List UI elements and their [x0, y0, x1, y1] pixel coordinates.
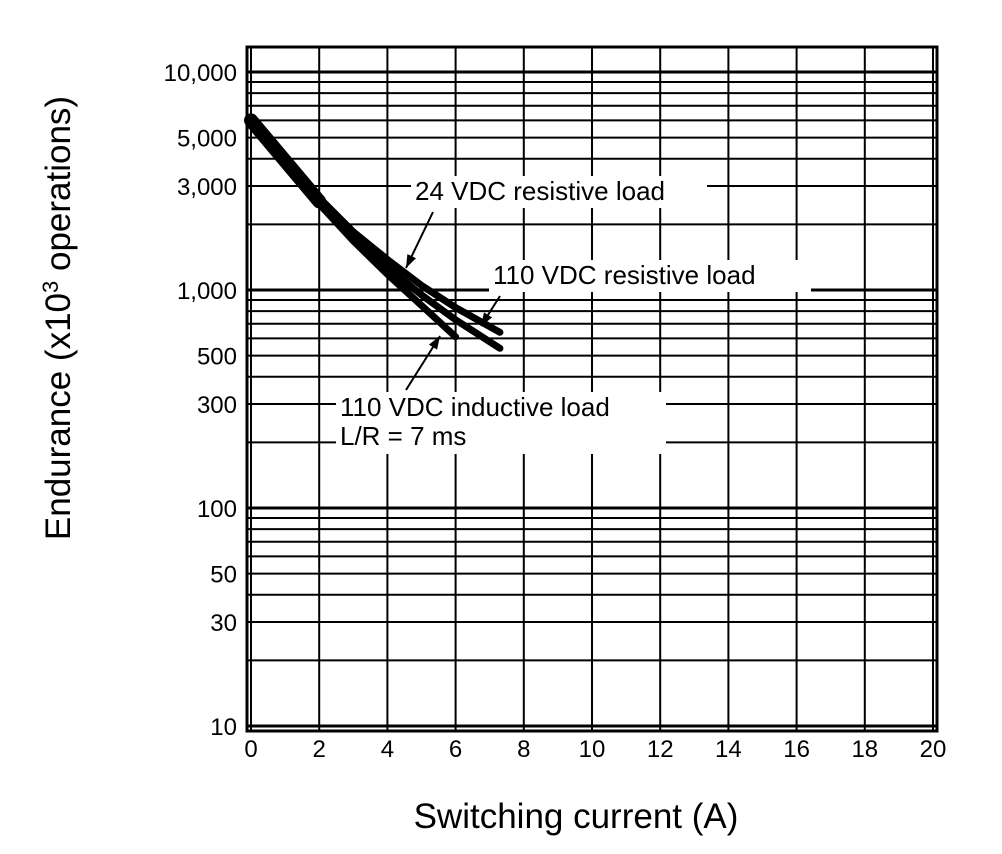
x-tick-label: 14 [715, 736, 742, 763]
y-tick-label: 50 [210, 562, 237, 589]
annotation-text: 24 VDC resistive load [415, 176, 665, 206]
x-axis-title: Switching current (A) [414, 797, 739, 836]
annotation-text: L/R = 7 ms [340, 421, 466, 451]
series-line-2 [247, 116, 460, 341]
x-tick-label: 10 [579, 736, 606, 763]
y-axis-title-sup: 3 [38, 281, 63, 293]
y-tick-labels: 10,000 5,000 3,000 1,000 500 300 100 50 30 10 [164, 60, 237, 741]
x-tick-label: 16 [783, 736, 810, 763]
x-tick-label: 0 [244, 736, 257, 763]
x-tick-label: 8 [517, 736, 530, 763]
arrowhead-icon [406, 254, 417, 268]
y-tick-label: 1,000 [177, 278, 237, 305]
x-tick-label: 20 [920, 736, 947, 763]
x-tick-label: 12 [647, 736, 674, 763]
plot-frame [245, 45, 939, 733]
curves [244, 113, 504, 352]
annotation-text: 110 VDC inductive load [340, 392, 610, 422]
y-tick-label: 10 [210, 714, 237, 741]
y-tick-label: 5,000 [177, 126, 237, 153]
y-axis-title-main: Endurance (x10 [39, 293, 78, 540]
x-tick-labels: 0 2 4 6 8 10 12 14 16 18 20 [244, 736, 946, 763]
x-tick-label: 18 [851, 736, 878, 763]
annotation-bg [411, 176, 707, 208]
annotation-bg [489, 260, 811, 292]
arrowhead-icon [428, 336, 440, 350]
x-tick-label: 4 [381, 736, 394, 763]
arrowhead-icon [481, 312, 493, 326]
y-axis-title-tail: operations) [39, 96, 78, 281]
grid [247, 47, 937, 731]
y-tick-label: 3,000 [177, 174, 237, 201]
y-tick-label: 30 [210, 610, 237, 637]
x-tick-label: 6 [449, 736, 462, 763]
y-axis-title: Endurance (x103 operations) [38, 96, 78, 540]
y-tick-label: 300 [197, 392, 237, 419]
y-tick-label: 100 [197, 496, 237, 523]
y-tick-label: 500 [197, 344, 237, 371]
annotation-text: 110 VDC resistive load [493, 260, 756, 290]
y-tick-label: 10,000 [164, 60, 237, 87]
x-tick-label: 2 [313, 736, 326, 763]
annotations: 24 VDC resistive load 110 VDC resistive l… [336, 176, 811, 454]
annotation-bg [336, 392, 666, 454]
